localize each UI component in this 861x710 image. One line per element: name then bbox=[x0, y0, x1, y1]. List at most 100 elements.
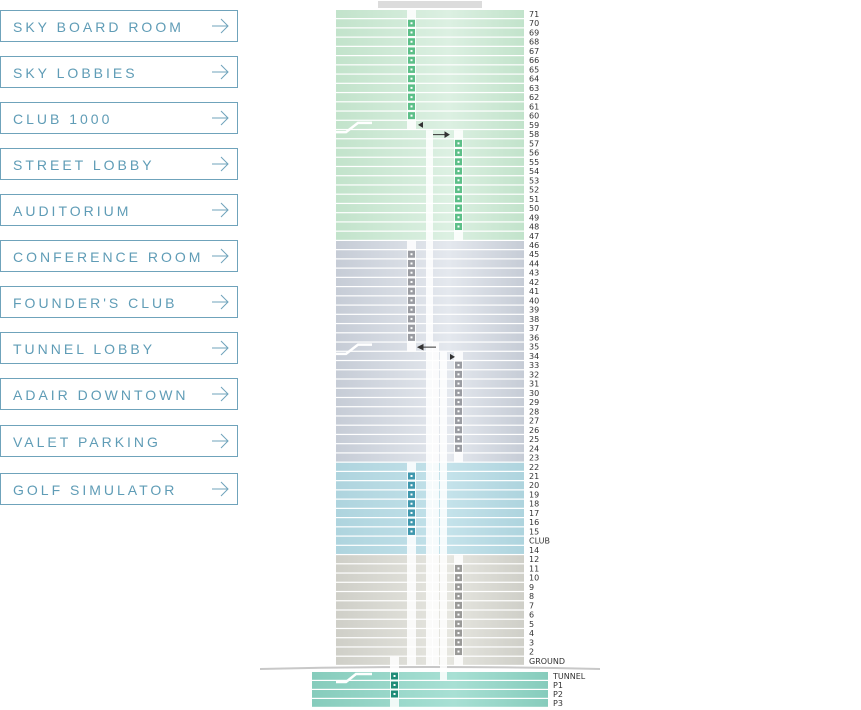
elevator-stop[interactable] bbox=[408, 47, 415, 55]
arrow-right-icon bbox=[212, 340, 229, 356]
floor-row[interactable] bbox=[336, 65, 524, 74]
menu-button-golf-simulator[interactable]: GOLF SIMULATOR bbox=[0, 473, 238, 505]
elevator-stop[interactable] bbox=[408, 28, 415, 36]
elevator-stop[interactable] bbox=[408, 490, 415, 498]
elevator-stop[interactable] bbox=[391, 672, 398, 680]
elevator-stop[interactable] bbox=[408, 102, 415, 110]
elevator-stop[interactable] bbox=[455, 204, 462, 212]
elevator-stop[interactable] bbox=[408, 65, 415, 73]
floor-row[interactable] bbox=[336, 93, 524, 102]
menu-button-conference-room[interactable]: CONFERENCE ROOM bbox=[0, 240, 238, 272]
elevator-stop[interactable] bbox=[455, 629, 462, 637]
elevator-stop[interactable] bbox=[455, 444, 462, 452]
elevator-stop[interactable] bbox=[455, 620, 462, 628]
elevator-stop[interactable] bbox=[455, 186, 462, 194]
basement-row[interactable] bbox=[312, 672, 548, 680]
escalator bbox=[336, 672, 372, 684]
floor-label: 52 bbox=[529, 186, 539, 195]
menu-button-street-lobby[interactable]: STREET LOBBY bbox=[0, 148, 238, 180]
elevator-stop[interactable] bbox=[455, 213, 462, 221]
elevator-stop[interactable] bbox=[408, 509, 415, 517]
menu-button-label: TUNNEL LOBBY bbox=[13, 341, 156, 357]
menu-button-auditorium[interactable]: AUDITORIUM bbox=[0, 194, 238, 226]
elevator-stop[interactable] bbox=[455, 648, 462, 656]
floor-row[interactable] bbox=[336, 37, 524, 46]
elevator-stop[interactable] bbox=[408, 324, 415, 332]
elevator-stop[interactable] bbox=[455, 223, 462, 231]
elevator-stop[interactable] bbox=[408, 296, 415, 304]
floor-row[interactable] bbox=[336, 83, 524, 92]
menu-button-founder-s-club[interactable]: FOUNDER'S CLUB bbox=[0, 286, 238, 318]
elevator-stop[interactable] bbox=[455, 407, 462, 415]
elevator-stop[interactable] bbox=[455, 149, 462, 157]
elevator-stop[interactable] bbox=[408, 287, 415, 295]
elevator-stop[interactable] bbox=[408, 306, 415, 314]
elevator-stop[interactable] bbox=[408, 75, 415, 83]
elevator-stop[interactable] bbox=[408, 333, 415, 341]
basement-row[interactable] bbox=[312, 681, 548, 689]
floor-row[interactable] bbox=[336, 74, 524, 83]
floor-row[interactable] bbox=[336, 120, 524, 129]
floor-label: 57 bbox=[529, 139, 539, 148]
floor-row[interactable] bbox=[336, 102, 524, 111]
menu-button-sky-board-room[interactable]: SKY BOARD ROOM bbox=[0, 10, 238, 42]
floor-row[interactable] bbox=[336, 19, 524, 28]
menu-button-valet-parking[interactable]: VALET PARKING bbox=[0, 425, 238, 457]
floor-row[interactable] bbox=[336, 111, 524, 120]
menu-button-club-1000[interactable]: CLUB 1000 bbox=[0, 102, 238, 134]
floor-row[interactable] bbox=[336, 46, 524, 55]
menu-button-tunnel-lobby[interactable]: TUNNEL LOBBY bbox=[0, 332, 238, 364]
elevator-stop[interactable] bbox=[455, 583, 462, 591]
elevator-stop[interactable] bbox=[455, 426, 462, 434]
elevator-stop[interactable] bbox=[455, 417, 462, 425]
basement-row[interactable] bbox=[312, 690, 548, 698]
elevator-stop[interactable] bbox=[408, 500, 415, 508]
elevator-stop[interactable] bbox=[455, 139, 462, 147]
elevator-stop[interactable] bbox=[408, 481, 415, 489]
elevator-stop[interactable] bbox=[408, 518, 415, 526]
elevator-stop[interactable] bbox=[408, 269, 415, 277]
elevator-stop[interactable] bbox=[408, 315, 415, 323]
elevator-stop[interactable] bbox=[455, 564, 462, 572]
elevator-stop[interactable] bbox=[455, 435, 462, 443]
elevator-stop[interactable] bbox=[455, 389, 462, 397]
elevator-stop[interactable] bbox=[408, 38, 415, 46]
elevator-stop[interactable] bbox=[391, 690, 398, 698]
floor-label: 54 bbox=[529, 167, 539, 176]
elevator-stop[interactable] bbox=[408, 250, 415, 258]
elevator-stop[interactable] bbox=[408, 112, 415, 120]
elevator-stop[interactable] bbox=[408, 84, 415, 92]
elevator-stop[interactable] bbox=[408, 278, 415, 286]
elevator-stop[interactable] bbox=[455, 158, 462, 166]
floor-row[interactable] bbox=[336, 56, 524, 65]
elevator-stop[interactable] bbox=[455, 195, 462, 203]
elevator-stop[interactable] bbox=[408, 472, 415, 480]
elevator-stop[interactable] bbox=[408, 56, 415, 64]
floor-row[interactable] bbox=[336, 28, 524, 37]
menu-button-sky-lobbies[interactable]: SKY LOBBIES bbox=[0, 56, 238, 88]
elevator-stop[interactable] bbox=[408, 19, 415, 27]
elevator-shaft bbox=[426, 130, 433, 666]
elevator-stop[interactable] bbox=[455, 361, 462, 369]
elevator-stop[interactable] bbox=[408, 93, 415, 101]
elevator-stop[interactable] bbox=[408, 527, 415, 535]
menu-button-label: SKY LOBBIES bbox=[13, 65, 138, 81]
floor-label: 24 bbox=[529, 444, 539, 453]
elevator-stop[interactable] bbox=[391, 681, 398, 689]
basement-row[interactable] bbox=[312, 699, 548, 707]
floor-label: 50 bbox=[529, 204, 539, 213]
elevator-stop[interactable] bbox=[408, 259, 415, 267]
floor-row[interactable] bbox=[336, 10, 524, 19]
menu-button-adair-downtown[interactable]: ADAIR DOWNTOWN bbox=[0, 378, 238, 410]
elevator-stop[interactable] bbox=[455, 574, 462, 582]
elevator-stop[interactable] bbox=[455, 398, 462, 406]
elevator-stop[interactable] bbox=[455, 611, 462, 619]
elevator-stop[interactable] bbox=[455, 592, 462, 600]
elevator-stop[interactable] bbox=[455, 176, 462, 184]
elevator-stop[interactable] bbox=[455, 167, 462, 175]
elevator-stop[interactable] bbox=[455, 370, 462, 378]
floor-label: 59 bbox=[529, 121, 539, 130]
elevator-stop[interactable] bbox=[455, 601, 462, 609]
elevator-stop[interactable] bbox=[455, 638, 462, 646]
elevator-stop[interactable] bbox=[455, 380, 462, 388]
